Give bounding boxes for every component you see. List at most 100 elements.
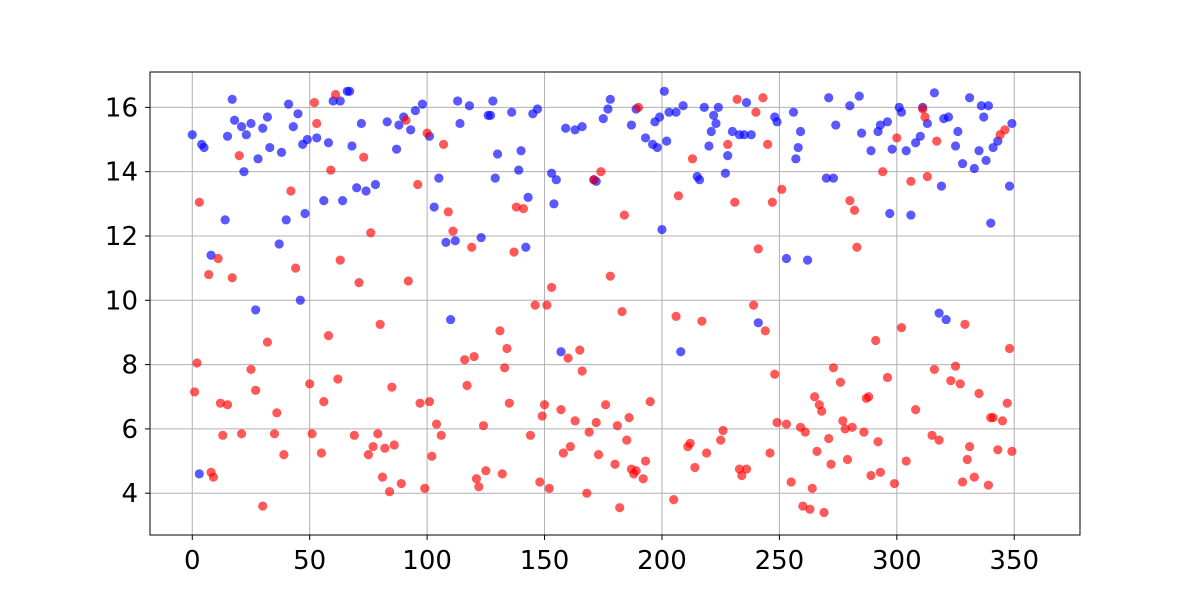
red-series-point bbox=[373, 429, 383, 439]
red-series-point bbox=[326, 165, 336, 175]
blue-series-point bbox=[302, 134, 312, 145]
red-series-point bbox=[716, 435, 726, 445]
blue-series-point bbox=[455, 118, 465, 129]
blue-series-point bbox=[429, 202, 439, 212]
red-series-point bbox=[859, 427, 869, 437]
blue-series-point bbox=[657, 224, 667, 235]
red-series-point bbox=[469, 351, 479, 362]
red-series-point bbox=[673, 191, 684, 201]
red-series-point bbox=[502, 343, 512, 354]
blue-series-point bbox=[521, 242, 531, 252]
red-series-point bbox=[849, 205, 860, 215]
blue-series-point bbox=[704, 141, 714, 151]
red-series-point bbox=[631, 466, 641, 476]
blue-series-point bbox=[492, 149, 503, 159]
red-series-point bbox=[330, 89, 341, 100]
red-series-point bbox=[826, 459, 836, 469]
blue-series-point bbox=[194, 469, 204, 479]
blue-series-point bbox=[979, 112, 989, 122]
red-series-point bbox=[896, 323, 907, 333]
red-series-point bbox=[638, 474, 648, 484]
x-tick-label: 250 bbox=[755, 546, 805, 576]
red-series-point bbox=[380, 443, 390, 453]
blue-series-point bbox=[598, 114, 608, 124]
red-series-point bbox=[624, 413, 634, 423]
x-tick-label: 50 bbox=[293, 546, 326, 576]
red-series-point bbox=[467, 242, 477, 252]
red-series-point bbox=[448, 226, 458, 236]
blue-series-point bbox=[300, 208, 310, 219]
red-series-point bbox=[767, 197, 777, 207]
red-series-point bbox=[563, 353, 573, 363]
blue-series-point bbox=[239, 167, 249, 177]
blue-series-point bbox=[441, 237, 451, 248]
blue-series-point bbox=[626, 120, 637, 130]
red-series-point bbox=[950, 361, 961, 371]
y-tick-label: 10 bbox=[105, 286, 138, 316]
red-series-point bbox=[969, 472, 979, 482]
blue-series-point bbox=[802, 255, 813, 265]
blue-series-point bbox=[370, 179, 381, 190]
blue-series-point bbox=[694, 175, 705, 185]
blue-series-point bbox=[241, 130, 251, 140]
red-series-point bbox=[918, 104, 928, 114]
red-series-point bbox=[396, 478, 406, 489]
red-series-point bbox=[772, 417, 782, 428]
red-series-point bbox=[366, 228, 376, 238]
red-series-point bbox=[558, 448, 568, 458]
red-series-point bbox=[955, 379, 965, 389]
red-series-point bbox=[589, 175, 599, 185]
red-series-point bbox=[539, 400, 550, 410]
red-series-point bbox=[697, 316, 707, 326]
red-series-point bbox=[389, 440, 399, 450]
red-series-point bbox=[718, 425, 728, 436]
blue-series-point bbox=[227, 94, 237, 104]
red-series-point bbox=[307, 429, 317, 439]
red-series-point bbox=[497, 469, 507, 479]
red-series-point bbox=[640, 456, 651, 466]
red-series-point bbox=[359, 152, 369, 162]
blue-series-point bbox=[950, 141, 961, 151]
blue-series-point bbox=[856, 128, 867, 138]
blue-series-point bbox=[337, 196, 348, 206]
red-series-point bbox=[565, 441, 575, 452]
blue-series-point bbox=[676, 347, 686, 357]
red-series-point bbox=[619, 210, 629, 220]
red-series-point bbox=[354, 278, 364, 288]
red-series-point bbox=[671, 311, 681, 321]
blue-series-point bbox=[746, 130, 756, 140]
red-series-point bbox=[906, 176, 916, 186]
blue-series-point bbox=[965, 93, 975, 103]
blue-series-point bbox=[446, 314, 456, 325]
red-series-point bbox=[213, 253, 223, 264]
red-series-point bbox=[403, 276, 413, 286]
red-series-point bbox=[920, 112, 930, 122]
red-series-point bbox=[384, 486, 395, 497]
red-series-point bbox=[687, 154, 698, 164]
red-series-point bbox=[765, 448, 775, 458]
blue-series-point bbox=[605, 94, 615, 104]
red-series-point bbox=[927, 430, 937, 440]
blue-series-point bbox=[662, 136, 672, 146]
red-series-point bbox=[871, 335, 881, 346]
blue-series-point bbox=[957, 159, 968, 169]
blue-series-point bbox=[986, 218, 996, 228]
red-series-point bbox=[474, 482, 484, 492]
red-series-point bbox=[511, 202, 521, 212]
y-tick-label: 6 bbox=[121, 415, 138, 445]
red-series-point bbox=[413, 179, 423, 190]
blue-series-point bbox=[490, 173, 500, 183]
red-series-point bbox=[312, 118, 322, 129]
red-series-point bbox=[612, 421, 622, 431]
red-series-point bbox=[842, 454, 853, 465]
blue-series-point bbox=[345, 86, 355, 96]
red-series-point bbox=[286, 186, 296, 196]
red-series-point bbox=[309, 97, 319, 108]
red-series-point bbox=[901, 456, 911, 466]
red-series-point bbox=[591, 417, 601, 428]
blue-series-point bbox=[974, 146, 984, 156]
red-series-point bbox=[932, 136, 942, 146]
blue-series-point bbox=[953, 126, 963, 137]
blue-series-point bbox=[361, 186, 371, 196]
blue-series-point bbox=[678, 101, 688, 111]
